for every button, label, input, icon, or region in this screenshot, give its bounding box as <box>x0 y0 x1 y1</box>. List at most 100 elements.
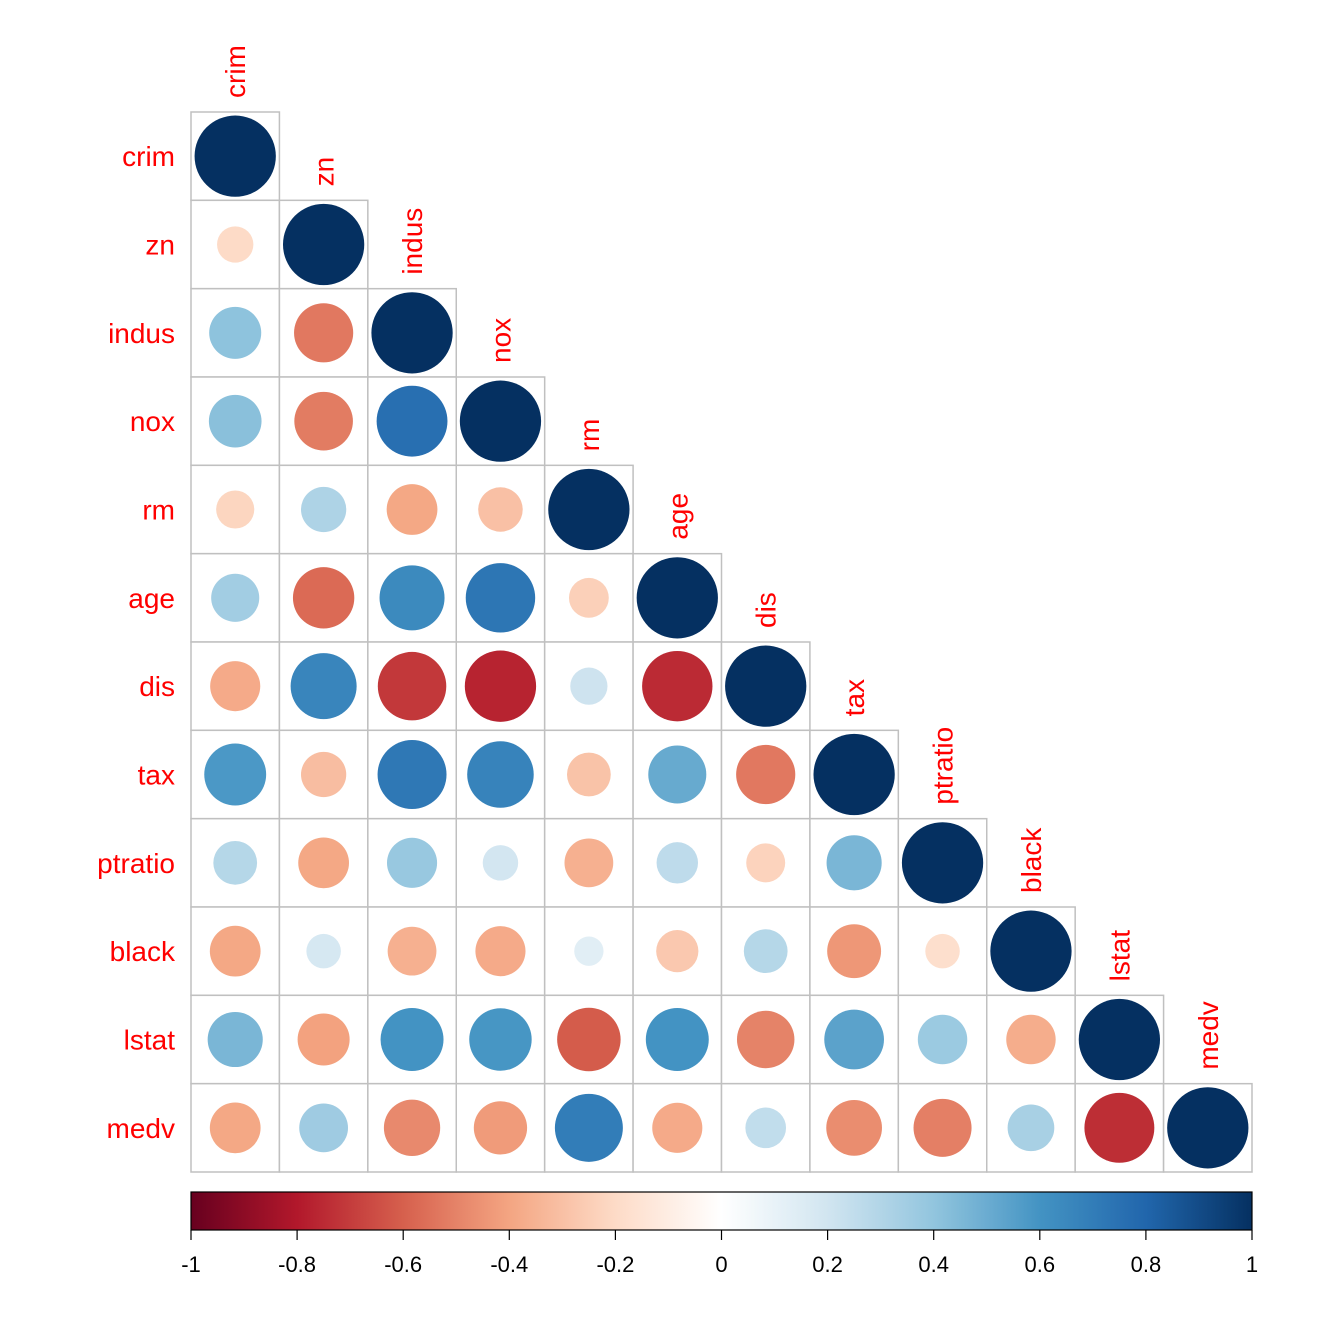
row-labels: crim zn indus nox rm age dis tax ptratio black lst… <box>97 141 176 1144</box>
corr-circle <box>642 650 713 722</box>
corr-circle <box>548 468 630 551</box>
corr-circle <box>557 1007 621 1072</box>
cell-dis-age <box>632 641 723 732</box>
corr-circle <box>901 822 984 904</box>
row-label-zn: zn <box>145 230 175 261</box>
corr-circle <box>574 936 604 966</box>
corr-circle <box>743 929 788 974</box>
cell-dis-rm <box>543 641 634 732</box>
color-tick-label: 0.8 <box>1131 1252 1162 1277</box>
corr-circle <box>209 1102 261 1154</box>
cell-black-rm <box>543 906 634 997</box>
color-tick-label: 0.2 <box>812 1252 843 1277</box>
cell-ptratio-tax <box>809 817 900 908</box>
row-label-ptratio: ptratio <box>97 848 175 879</box>
cell-tax-tax <box>809 729 900 820</box>
row-label-rm: rm <box>142 495 175 526</box>
cell-medv-zn <box>278 1082 369 1173</box>
row-label-black: black <box>110 936 176 967</box>
corr-circle <box>990 910 1072 992</box>
cell-lstat-rm <box>543 994 634 1085</box>
cell-black-tax <box>809 906 900 997</box>
cell-black-dis <box>720 906 811 997</box>
column-label-tax: tax <box>839 679 870 716</box>
cell-black-crim <box>190 906 281 997</box>
cell-tax-indus <box>367 729 458 820</box>
corr-circle <box>656 930 699 973</box>
corr-circle <box>459 380 542 462</box>
cell-dis-indus <box>367 641 458 732</box>
corr-circle <box>1078 998 1161 1081</box>
corr-circle <box>725 645 807 727</box>
corr-circle <box>473 1101 528 1155</box>
corr-circle <box>1007 1104 1055 1152</box>
corr-circle <box>217 226 254 263</box>
cell-ptratio-nox <box>455 817 546 908</box>
corr-circle <box>377 651 447 721</box>
cell-indus-indus <box>367 287 458 378</box>
cell-medv-ptratio <box>897 1082 988 1173</box>
color-legend <box>190 1191 1253 1231</box>
corr-circle <box>566 752 611 797</box>
color-legend-ticks: -1 -0.8 -0.6 -0.4 -0.2 0 0.2 0.4 0.6 0.8 1 <box>181 1230 1258 1277</box>
cell-ptratio-ptratio <box>897 817 988 908</box>
cell-medv-tax <box>809 1082 900 1173</box>
cell-nox-zn <box>278 376 369 467</box>
corr-circle <box>386 837 438 888</box>
row-label-dis: dis <box>139 671 175 702</box>
cell-black-age <box>632 906 723 997</box>
cell-black-indus <box>367 906 458 997</box>
corr-circle <box>299 1103 349 1153</box>
cell-medv-lstat <box>1074 1082 1165 1173</box>
cell-age-zn <box>278 552 369 643</box>
corr-circle <box>379 565 445 631</box>
cell-border <box>278 376 369 467</box>
corr-circle <box>306 933 341 969</box>
matrix-cells <box>190 111 1253 1173</box>
corr-circle <box>656 842 699 884</box>
cell-black-black <box>986 906 1076 997</box>
corr-circle <box>736 1010 795 1069</box>
cell-ptratio-age <box>632 817 723 908</box>
color-tick-label: -0.2 <box>596 1252 634 1277</box>
column-label-rm: rm <box>574 419 605 452</box>
column-label-ptratio: ptratio <box>928 727 959 805</box>
corr-circle <box>1167 1087 1249 1169</box>
column-label-nox: nox <box>485 318 516 363</box>
corr-circle <box>482 845 519 881</box>
color-tick-label: -1 <box>181 1252 201 1277</box>
color-tick-label: -0.6 <box>384 1252 422 1277</box>
color-tick-label: 0.4 <box>918 1252 949 1277</box>
corr-circle <box>209 306 262 359</box>
column-label-indus: indus <box>397 208 428 275</box>
corr-circle <box>564 838 614 888</box>
column-label-zn: zn <box>309 157 340 187</box>
column-label-dis: dis <box>751 592 782 628</box>
corr-circle <box>376 385 448 457</box>
corr-circle <box>387 926 437 976</box>
corr-circle <box>913 1098 972 1157</box>
corr-circle <box>746 843 786 883</box>
cell-zn-zn <box>278 199 369 290</box>
cell-nox-crim <box>190 376 281 467</box>
corr-circle <box>380 1008 444 1071</box>
cell-tax-nox <box>455 729 546 820</box>
cell-medv-crim <box>190 1082 281 1173</box>
cell-border <box>455 464 546 555</box>
corr-circle <box>824 1009 884 1070</box>
cell-lstat-indus <box>367 994 458 1085</box>
cell-medv-medv <box>1162 1082 1253 1173</box>
corr-circle <box>745 1107 787 1149</box>
cell-ptratio-zn <box>278 817 369 908</box>
corr-circle <box>467 741 534 808</box>
cell-age-crim <box>190 552 281 643</box>
cell-lstat-dis <box>720 994 811 1085</box>
cell-medv-indus <box>367 1082 458 1173</box>
cell-border <box>190 641 281 732</box>
cell-tax-rm <box>543 729 634 820</box>
corr-circle <box>813 733 895 816</box>
cell-lstat-age <box>632 994 723 1085</box>
corr-circle <box>1006 1014 1056 1065</box>
corr-circle <box>1084 1092 1155 1163</box>
